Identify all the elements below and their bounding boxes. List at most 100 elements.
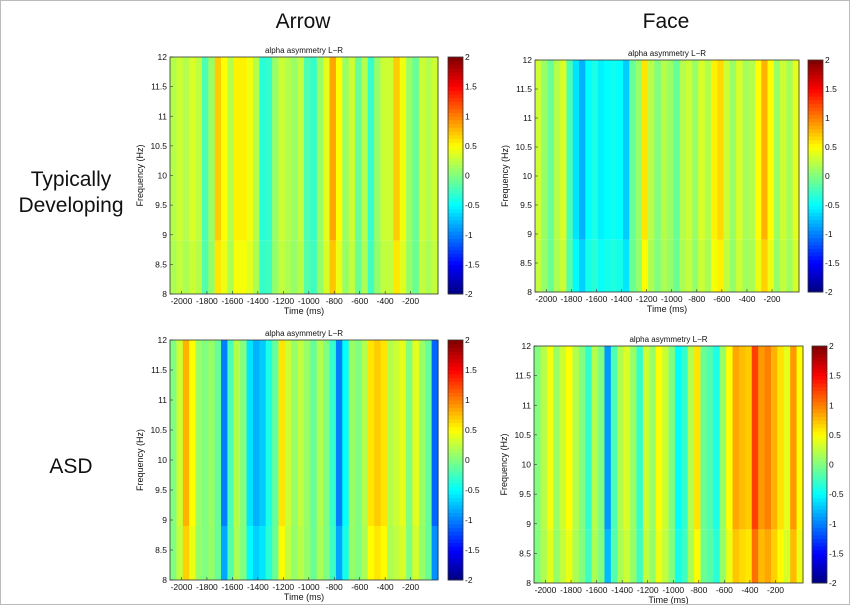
- heatmap-cell: [547, 239, 555, 292]
- heatmap-cell: [585, 346, 593, 530]
- heatmap-cell: [393, 526, 401, 580]
- colorbar-segment: [448, 407, 463, 412]
- colorbar-segment: [808, 208, 823, 213]
- y-tick-label: 9: [162, 515, 167, 525]
- heatmap-panel: alpha asymmetry L−R-2000 -1800 -1600 -1400-…: [135, 329, 480, 602]
- heatmap-cell: [195, 240, 203, 294]
- heatmap-cell: [189, 240, 197, 294]
- colorbar-segment: [812, 468, 827, 473]
- colorbar-segment: [448, 568, 463, 573]
- y-tick-label: 8: [162, 289, 167, 299]
- heatmap-cell: [399, 240, 407, 294]
- heatmap-cell: [692, 60, 700, 240]
- heatmap-cell: [681, 346, 689, 530]
- colorbar-segment: [448, 478, 463, 483]
- y-tick-label: 10.5: [514, 430, 531, 440]
- colorbar-segment: [808, 132, 823, 137]
- heatmap-cell: [272, 57, 280, 241]
- colorbar-segment: [808, 172, 823, 177]
- colorbar-segment: [812, 357, 827, 362]
- y-tick-label: 12: [523, 55, 533, 65]
- heatmap-cell: [668, 346, 676, 530]
- colorbar-tick-label: -0.5: [465, 200, 480, 210]
- heatmap-cell: [773, 239, 781, 292]
- heatmap-cell: [585, 239, 593, 292]
- colorbar-segment: [812, 364, 827, 369]
- heatmap-cell: [374, 340, 382, 526]
- heatmap-cell: [764, 529, 772, 583]
- heatmap-cell: [323, 340, 331, 526]
- heatmap-cell: [655, 529, 663, 583]
- heatmap-cell: [662, 346, 670, 530]
- heatmap-cell: [418, 340, 426, 526]
- heatmap-cell: [374, 57, 382, 241]
- y-tick-label: 8.5: [520, 258, 532, 268]
- heatmap-cell: [692, 239, 700, 292]
- heatmap-cell: [713, 529, 721, 583]
- heatmap-cell: [604, 60, 612, 240]
- heatmap-cell: [755, 60, 762, 240]
- colorbar-segment: [812, 553, 827, 558]
- heatmap-cell: [342, 240, 350, 294]
- heatmap-cell: [723, 60, 731, 240]
- heatmap-cell: [674, 346, 682, 530]
- heatmap-cell: [755, 239, 762, 292]
- heatmap-cell: [623, 60, 630, 240]
- heatmap-cell: [767, 239, 775, 292]
- colorbar-segment: [812, 542, 827, 547]
- colorbar-segment: [808, 197, 823, 202]
- heatmap-cell: [252, 340, 260, 526]
- x-tick-label: -1000: [298, 296, 320, 306]
- colorbar-segment: [812, 405, 827, 410]
- x-tick-label: -1400: [611, 585, 633, 595]
- heatmap-cell: [246, 340, 254, 526]
- colorbar-segment: [808, 147, 823, 152]
- heatmap-cell: [406, 57, 414, 241]
- colorbar-segment: [812, 360, 827, 366]
- colorbar-segment: [448, 557, 463, 562]
- heatmap-cell: [704, 239, 712, 292]
- colorbar-segment: [448, 381, 463, 386]
- colorbar-segment: [808, 263, 823, 268]
- x-axis-label: Time (ms): [284, 306, 324, 316]
- colorbar-segment: [448, 463, 463, 468]
- colorbar-segment: [448, 208, 463, 214]
- heatmap-cell: [335, 340, 343, 526]
- y-tick-label: 8: [162, 575, 167, 585]
- heatmap-cell: [386, 57, 394, 241]
- colorbar-segment: [812, 560, 827, 565]
- colorbar-tick-label: 1: [465, 395, 470, 405]
- heatmap-cell: [240, 526, 248, 580]
- colorbar-segment: [812, 460, 827, 465]
- colorbar-segment: [812, 501, 827, 506]
- heatmap-cell: [182, 57, 190, 241]
- heatmap-cell: [170, 240, 177, 294]
- x-tick-label: -1600: [222, 296, 244, 306]
- heatmap-cell: [698, 239, 706, 292]
- heatmap-cell: [758, 346, 766, 530]
- colorbar-segment: [448, 546, 463, 551]
- heatmap-cell: [700, 529, 708, 583]
- heatmap-cell: [246, 240, 254, 294]
- y-tick-label: 11: [158, 111, 167, 121]
- colorbar-segment: [812, 423, 827, 428]
- heatmap-cell: [711, 60, 718, 240]
- colorbar-segment: [812, 516, 827, 521]
- heatmap-cell: [687, 346, 695, 530]
- heatmap-cell: [367, 240, 375, 294]
- colorbar-segment: [448, 385, 463, 390]
- colorbar-segment: [808, 241, 823, 246]
- heatmap-cell: [418, 240, 426, 294]
- colorbar-segment: [812, 575, 827, 580]
- colorbar-segment: [448, 116, 463, 121]
- heatmap-cell: [706, 529, 714, 583]
- heatmap-cell: [616, 239, 624, 292]
- heatmap-cell: [547, 60, 555, 240]
- heatmap-cell: [304, 526, 311, 580]
- colorbar-segment: [812, 453, 827, 458]
- colorbar-segment: [448, 142, 463, 147]
- colorbar-segment: [448, 497, 463, 502]
- heatmap-cell: [335, 57, 343, 241]
- heatmap-cell: [790, 529, 798, 583]
- x-tick-label: -1200: [637, 585, 659, 595]
